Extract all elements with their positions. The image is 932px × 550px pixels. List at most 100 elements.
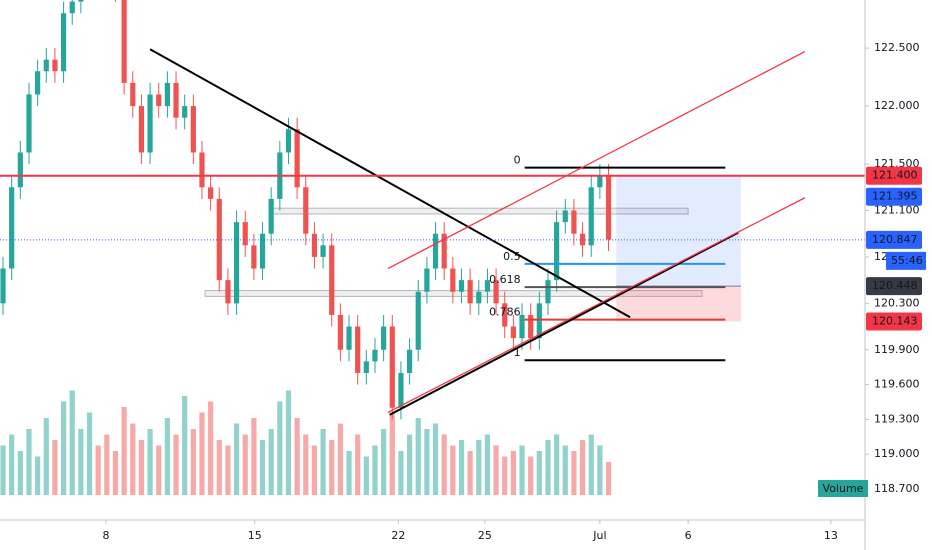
volume-bar xyxy=(112,451,119,495)
candle-body xyxy=(311,233,318,257)
volume-bar xyxy=(43,418,49,495)
volume-bar xyxy=(190,429,196,495)
volume-bar xyxy=(571,451,577,495)
candle-body xyxy=(484,280,491,292)
volume-bar xyxy=(337,423,343,495)
candle-body xyxy=(337,314,343,350)
candle-body xyxy=(26,94,32,153)
volume-bar xyxy=(381,429,387,495)
candle-body xyxy=(60,13,67,72)
candle-body xyxy=(285,129,292,153)
fib-label: 0 xyxy=(514,154,521,167)
volume-bar xyxy=(147,429,153,495)
candle-body xyxy=(510,326,516,339)
volume-bar xyxy=(277,401,283,495)
candle-body xyxy=(9,187,15,269)
volume-bar xyxy=(182,396,188,495)
volume-bar xyxy=(35,456,41,495)
y-tick-label: 119.000 xyxy=(874,447,920,460)
volume-bar xyxy=(121,407,127,495)
price-badge xyxy=(866,277,922,296)
price-badge-label: 120.448 xyxy=(872,279,918,292)
volume-bar xyxy=(199,412,205,495)
candle-body xyxy=(476,291,482,304)
candle-body xyxy=(208,187,214,199)
volume-bar xyxy=(363,456,369,495)
candle-body xyxy=(467,280,473,304)
x-tick-label: 15 xyxy=(248,529,262,542)
candle-body xyxy=(597,175,603,188)
candle-body xyxy=(502,303,508,327)
volume-bar xyxy=(502,456,508,495)
y-tick-label: 119.900 xyxy=(874,343,920,356)
candle-body xyxy=(268,198,274,234)
volume-bar xyxy=(9,434,15,495)
candle-body xyxy=(294,129,300,188)
volume-bar xyxy=(424,429,430,495)
candle-body xyxy=(571,210,577,234)
candle-body xyxy=(233,222,240,304)
volume-bar xyxy=(285,390,292,495)
volume-bar xyxy=(78,429,84,495)
candle-body xyxy=(147,94,153,153)
x-tick-label: 8 xyxy=(102,529,109,542)
volume-badge xyxy=(818,480,868,497)
candle-body xyxy=(242,222,248,246)
candle-body xyxy=(121,0,127,83)
price-badge-label: 120.847 xyxy=(872,233,918,246)
trend-line xyxy=(387,197,806,414)
candle-body xyxy=(493,280,499,304)
volume-bar xyxy=(389,412,395,495)
trend-line xyxy=(387,50,806,270)
price-badge-label: 121.395 xyxy=(872,190,918,203)
volume-label: Volume xyxy=(823,482,864,495)
x-tick-label: 22 xyxy=(391,529,405,542)
volume-bar xyxy=(216,440,222,495)
candle-body xyxy=(588,187,594,246)
volume-bar xyxy=(458,440,465,495)
y-tick-label: 119.300 xyxy=(874,412,920,425)
loss-zone xyxy=(616,286,741,322)
candle-body xyxy=(406,349,413,373)
x-tick-label: 6 xyxy=(685,529,692,542)
candle-body xyxy=(398,372,404,408)
volume-bar xyxy=(104,434,110,495)
volume-bar xyxy=(579,440,586,495)
candle-body xyxy=(389,326,395,408)
price-badge-label: 120.143 xyxy=(872,315,918,328)
candle-body xyxy=(519,314,525,339)
candle-body xyxy=(432,233,439,269)
candle-body xyxy=(363,361,369,373)
candle-body xyxy=(355,326,361,373)
candle-body xyxy=(372,349,378,362)
y-tick-label: 120.300 xyxy=(874,296,920,309)
volume-bar xyxy=(130,423,136,495)
volume-bar xyxy=(484,434,491,495)
candle-body xyxy=(138,106,145,153)
volume-bar xyxy=(398,451,404,495)
y-tick-label: 118.700 xyxy=(874,482,920,495)
volume-bar xyxy=(346,451,352,495)
volume-bar xyxy=(138,440,145,495)
volume-bar xyxy=(268,429,274,495)
volume-bar xyxy=(303,434,309,495)
volume-bar xyxy=(554,434,560,495)
volume-bar xyxy=(597,445,603,495)
volume-bar xyxy=(69,390,75,495)
volume-bar xyxy=(476,440,482,495)
candle-body xyxy=(130,82,136,107)
candle-body xyxy=(424,268,430,292)
candle-body xyxy=(78,0,84,2)
volume-bar xyxy=(329,440,335,495)
candle-body xyxy=(605,175,612,240)
candle-body xyxy=(225,280,231,304)
candle-body xyxy=(35,71,41,95)
price-badge xyxy=(866,187,922,206)
trend-line xyxy=(149,48,631,319)
candle-body xyxy=(329,245,335,315)
candle-body xyxy=(536,303,542,339)
candle-body xyxy=(43,59,49,72)
volume-bar xyxy=(86,412,93,495)
